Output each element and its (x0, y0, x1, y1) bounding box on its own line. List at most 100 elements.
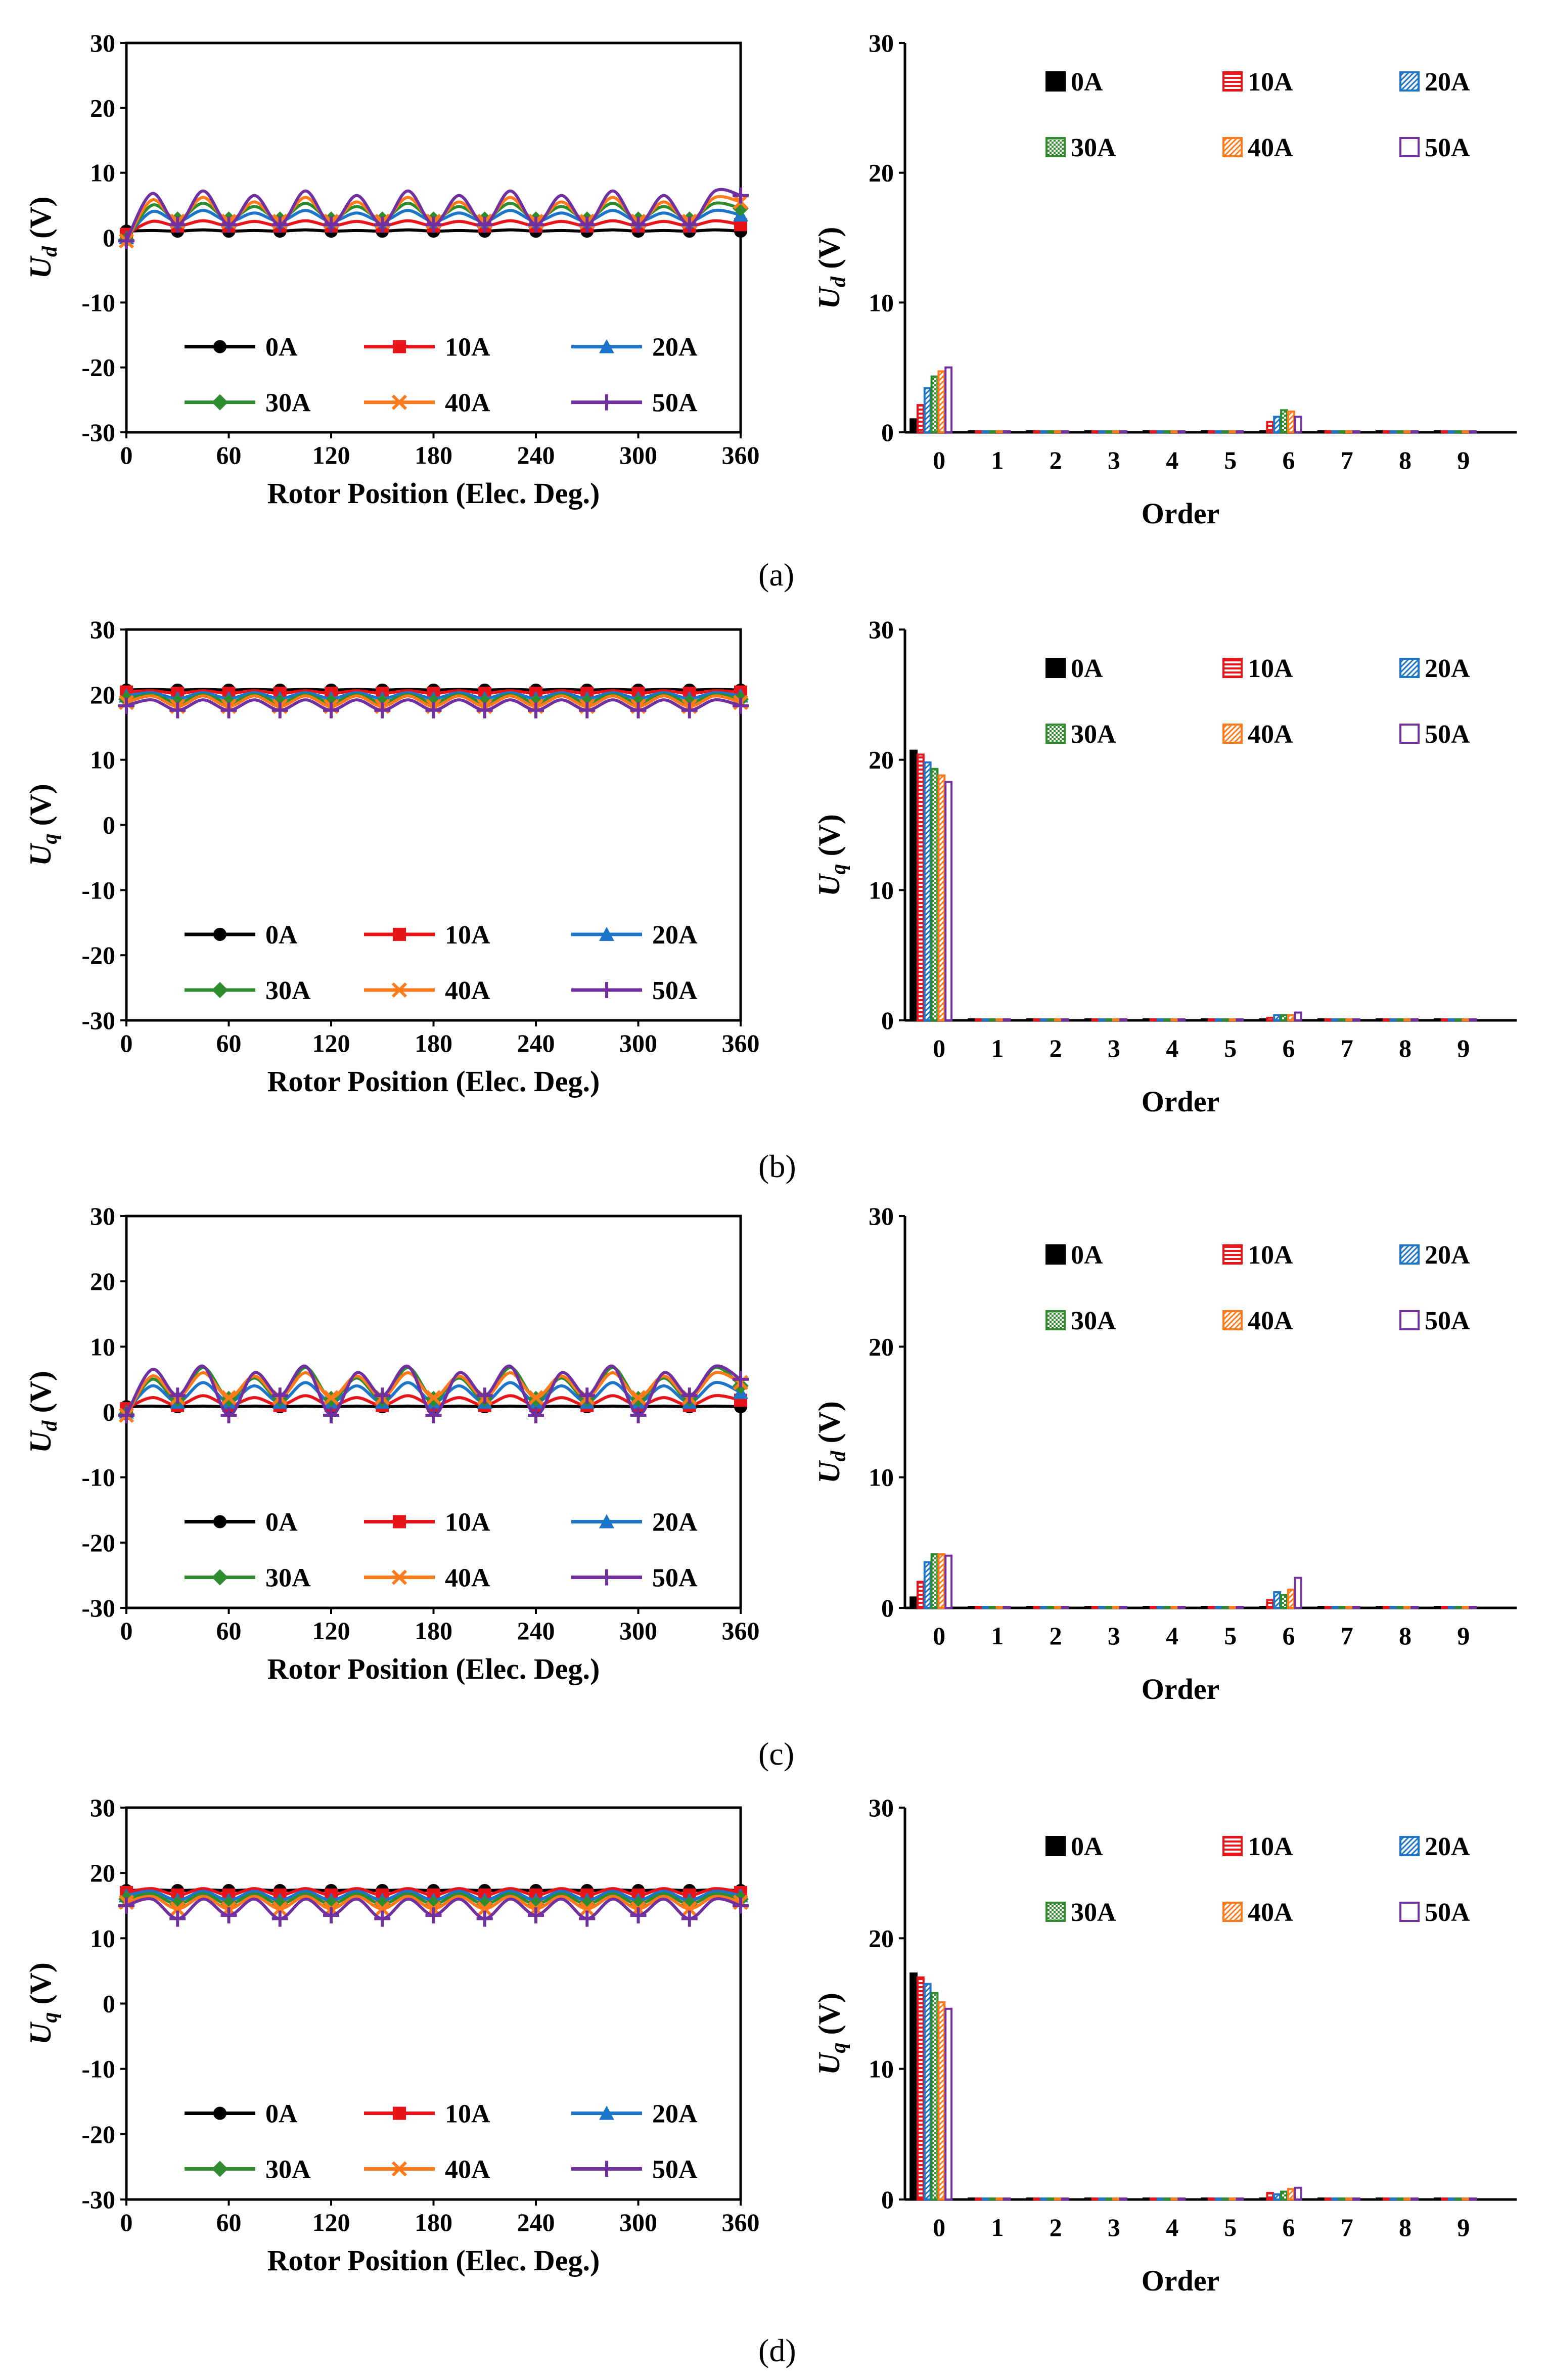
bar-40A-order-7 (1345, 430, 1353, 433)
bar-30A-order-2 (1047, 2197, 1055, 2201)
y-tick-label: 0 (881, 1594, 894, 1622)
legend-label: 20A (1425, 68, 1470, 97)
bar-20A-order-3 (1098, 1606, 1107, 1609)
legend-label: 50A (652, 389, 698, 418)
x-tick-label: 360 (722, 441, 760, 469)
bar-10A-order-8 (1382, 1018, 1391, 1021)
bar-10A-order-1 (975, 1606, 983, 1609)
bar-0A-order-1 (968, 1606, 976, 1609)
bar-20A-order-1 (982, 430, 990, 433)
bar-30A-order-3 (1105, 1606, 1114, 1609)
bar-10A-order-3 (1091, 430, 1100, 433)
x-tick-label: 360 (722, 1616, 760, 1645)
bar-20A-order-5 (1214, 2197, 1223, 2201)
legend-entry-50A: 50A (571, 2156, 698, 2184)
series-50A (118, 187, 749, 249)
bar-20A-order-6 (1273, 1014, 1282, 1022)
y-tick-label: -20 (81, 353, 115, 382)
bar-0A-order-5 (1201, 1606, 1209, 1609)
legend-swatch (1399, 1902, 1420, 1922)
bar-10A-order-0 (916, 1976, 925, 2201)
data-point-50A (681, 1387, 698, 1404)
legend-label: 20A (1425, 1832, 1470, 1861)
bar-20A-order-8 (1389, 1606, 1398, 1609)
bar-0A-order-3 (1084, 1606, 1093, 1609)
legend-label: 10A (1248, 1832, 1293, 1861)
bar-10A-order-4 (1149, 430, 1158, 433)
bar-40A-order-4 (1170, 2197, 1179, 2201)
legend-marker-50A (599, 1569, 615, 1586)
bar-10A-order-4 (1149, 1018, 1158, 1021)
bar-legend-entry-40A: 40A (1222, 720, 1293, 749)
bar-0A-order-5 (1201, 1018, 1209, 1021)
legend-entry-50A: 50A (571, 389, 698, 418)
bar-50A-order-0 (944, 366, 953, 434)
x-tick-label: 7 (1341, 1034, 1353, 1062)
x-tick-label: 3 (1108, 2213, 1120, 2241)
bar-10A-order-1 (975, 1018, 983, 1021)
data-point-50A (425, 1907, 442, 1924)
bar-30A-order-5 (1221, 1018, 1230, 1021)
y-tick-label: 20 (869, 1924, 894, 1952)
y-tick-label: -20 (81, 941, 115, 969)
y-tick-label: 20 (90, 1267, 115, 1295)
y-tick-label: -10 (81, 1463, 115, 1492)
bar-50A-order-8 (1410, 430, 1419, 433)
data-point-50A (630, 1407, 647, 1423)
legend-marker-20A (599, 1514, 614, 1529)
y-tick-label: 20 (90, 1859, 115, 1887)
x-axis-label: Order (1142, 497, 1220, 530)
bar-legend-entry-0A: 0A (1045, 654, 1103, 683)
x-tick-label: 0 (120, 2208, 133, 2236)
legend-entry-40A: 40A (364, 2156, 490, 2184)
legend-label: 40A (445, 389, 490, 418)
data-point-50A (271, 1387, 288, 1404)
bar-40A-order-6 (1287, 1588, 1295, 1609)
x-axis-label: Rotor Position (Elec. Deg.) (267, 2244, 600, 2277)
bar-30A-order-6 (1280, 2190, 1288, 2201)
data-point-50A (323, 1407, 339, 1423)
bar-plot-c: 30 20 10 0 0 1 2 3 4 5 6 7 8 9 Order Ud (V) 0A 10A 20A 30A 4… (812, 1202, 1517, 1705)
panel-label-a: (a) (758, 557, 795, 593)
bar-30A-order-3 (1105, 1018, 1114, 1021)
legend-swatch (1399, 658, 1420, 678)
bar-50A-order-0 (944, 2007, 953, 2201)
bar-0A-order-6 (1259, 2197, 1267, 2201)
bar-0A-order-3 (1084, 430, 1093, 433)
data-point-40A (579, 1901, 595, 1917)
y-tick-label: 20 (869, 1332, 894, 1361)
legend-label: 20A (652, 1508, 698, 1537)
bar-20A-order-2 (1040, 2197, 1049, 2201)
bar-50A-order-4 (1177, 2197, 1186, 2201)
bar-legend-entry-50A: 50A (1399, 1898, 1470, 1927)
data-point-50A (528, 1907, 544, 1924)
data-point-40A (477, 1901, 492, 1917)
legend-label: 30A (265, 389, 311, 418)
legend-swatch (1399, 71, 1420, 92)
bar-20A-order-3 (1098, 430, 1107, 433)
bar-10A-order-4 (1149, 2197, 1158, 2201)
legend-label: 10A (445, 333, 490, 362)
legend-entry-0A: 0A (185, 921, 298, 950)
bar-10A-order-7 (1324, 1606, 1333, 1609)
bar-30A-order-2 (1047, 430, 1055, 433)
bar-40A-order-5 (1228, 2197, 1237, 2201)
x-tick-label: 360 (722, 1029, 760, 1057)
bar-20A-order-1 (982, 1606, 990, 1609)
bar-10A-order-9 (1441, 1606, 1449, 1609)
bar-40A-order-9 (1462, 2197, 1470, 2201)
bar-10A-order-9 (1441, 1018, 1449, 1021)
bar-50A-order-3 (1119, 1606, 1127, 1609)
y-tick-label: 0 (881, 2185, 894, 2214)
x-tick-label: 4 (1166, 1034, 1178, 1062)
bar-20A-order-4 (1156, 430, 1165, 433)
bar-50A-order-9 (1469, 1018, 1477, 1021)
data-point-40A (681, 1901, 697, 1917)
bar-40A-order-8 (1403, 1606, 1412, 1609)
bar-30A-order-9 (1454, 1606, 1463, 1609)
legend-swatch (1399, 1244, 1420, 1265)
legend-label: 10A (445, 921, 490, 950)
x-tick-label: 240 (517, 1616, 555, 1645)
bar-20A-order-1 (982, 2197, 990, 2201)
